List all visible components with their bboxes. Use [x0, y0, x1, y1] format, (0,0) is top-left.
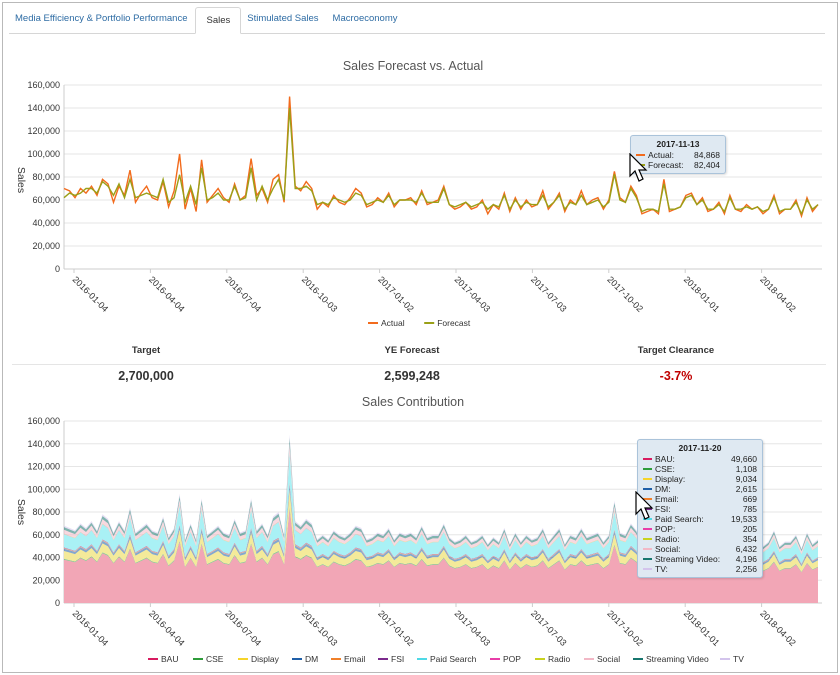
tooltip-series-value: 1,108	[735, 464, 757, 474]
tab-macroeconomy[interactable]: Macroeconomy	[332, 13, 398, 24]
tooltip-swatch	[643, 518, 652, 520]
chart-title: Sales Forecast vs. Actual	[343, 59, 483, 73]
tooltip-series-name: Display:	[655, 474, 686, 484]
tooltip-swatch	[643, 548, 652, 550]
y-tick-label: 0	[55, 264, 60, 274]
tooltip-row: Paid Search: 19,533	[643, 514, 757, 524]
series-line-actual	[63, 96, 819, 219]
mouse-pointer-icon	[635, 491, 654, 520]
series-line-forecast	[63, 107, 819, 216]
kpi-divider	[12, 364, 826, 365]
x-tick-label: 2016-01-04	[71, 274, 111, 314]
tooltip-series-name: TV:	[655, 564, 668, 574]
tooltip-date: 2017-11-13	[656, 139, 700, 149]
tooltip-series-name: Forecast:	[648, 160, 684, 170]
tab-sales[interactable]: Sales	[195, 7, 242, 34]
tooltip-series-name: BAU:	[655, 454, 675, 464]
tooltip-series-value: 2,256	[735, 564, 757, 574]
tooltip-series-name: Streaming Video:	[655, 554, 721, 564]
y-tick-label: 140,000	[27, 103, 60, 113]
y-tick-label: 120,000	[27, 126, 60, 136]
tooltip-series-name: Radio:	[655, 534, 680, 544]
tab-media-efficiency[interactable]: Media Efficiency & Portfolio Performance	[15, 13, 188, 24]
ye-forecast-value: 2,599,248	[384, 369, 440, 383]
tooltip-row: Streaming Video: 4,196	[643, 554, 757, 564]
tooltip-series-value: 669	[742, 494, 757, 504]
x-tick-label: 2016-04-04	[147, 274, 187, 314]
tooltip-date: 2017-11-20	[678, 443, 722, 453]
tooltip-series-value: 4,196	[735, 554, 757, 564]
tooltip-series-name: Social:	[655, 544, 681, 554]
legend-label: Actual	[381, 318, 405, 328]
tooltip-swatch	[643, 468, 652, 470]
target-value: 2,700,000	[118, 369, 174, 383]
tooltip-series-name: DM:	[655, 484, 671, 494]
contribution-tooltip: 2017-11-20 BAU: 49,660 CSE: 1,108 Display: 9,…	[637, 439, 763, 578]
tooltip-series-value: 785	[742, 504, 757, 514]
tooltip-series-value: 205	[742, 524, 757, 534]
tooltip-swatch	[643, 538, 652, 540]
tooltip-row: TV: 2,256	[643, 564, 757, 574]
tab-stimulated-sales[interactable]: Stimulated Sales	[247, 13, 319, 24]
target-clearance-label: Target Clearance	[637, 345, 715, 356]
x-tick-label: 2016-07-04	[223, 274, 263, 314]
tooltip-series-value: 82,404	[694, 160, 720, 170]
tooltip-series-value: 6,432	[735, 544, 757, 554]
x-tick-label: 2018-01-01	[682, 274, 722, 314]
tooltip-swatch	[643, 558, 652, 560]
tooltip-row: Email: 669	[643, 494, 757, 504]
tooltip-swatch	[643, 568, 652, 570]
tooltip-row: FSI: 785	[643, 504, 757, 514]
x-tick-label: 2018-04-02	[758, 274, 798, 314]
tooltip-series-value: 354	[742, 534, 757, 544]
tooltip-swatch	[643, 488, 652, 490]
x-tick-label: 2017-04-03	[453, 274, 493, 314]
forecast-vs-actual-chart: Sales Forecast vs. Actual Sales 0 20,000 4…	[15, 59, 822, 328]
tooltip-series-name: POP:	[655, 524, 676, 534]
tooltip-series-name: CSE:	[655, 464, 675, 474]
tooltip-series-value: 49,660	[731, 454, 757, 464]
tooltip-series-value: 9,034	[735, 474, 757, 484]
tooltip-row: BAU: 49,660	[643, 454, 757, 464]
legend-label: Forecast	[437, 318, 471, 328]
tooltip-row: CSE: 1,108	[643, 464, 757, 474]
tooltip-row: Social: 6,432	[643, 544, 757, 554]
x-tick-label: 2016-10-03	[300, 274, 340, 314]
y-tick-label: 100,000	[27, 149, 60, 159]
mouse-pointer-icon	[629, 153, 648, 182]
y-tick-label: 20,000	[32, 241, 60, 251]
tooltip-series-value: 2,615	[735, 484, 757, 494]
target-clearance-value: -3.7%	[659, 369, 693, 383]
x-tick-label: 2017-07-03	[529, 274, 569, 314]
tooltip-swatch	[643, 478, 652, 480]
tooltip-series-name: Paid Search:	[655, 514, 704, 524]
tooltip-swatch	[643, 528, 652, 530]
y-tick-label: 80,000	[32, 172, 60, 182]
y-axis-label: Sales	[15, 167, 27, 193]
y-tick-label: 160,000	[27, 80, 60, 90]
tooltip-swatch	[643, 508, 652, 510]
ye-forecast-label: YE Forecast	[384, 345, 440, 356]
x-tick-label: 2017-10-02	[605, 274, 645, 314]
target-label: Target	[131, 345, 161, 356]
tooltip-series-name: Actual:	[648, 150, 674, 160]
tooltip-series-value: 84,868	[694, 150, 720, 160]
tooltip-series-value: 19,533	[731, 514, 757, 524]
tooltip-row: Radio: 354	[643, 534, 757, 544]
tooltip-row: Actual: 84,868	[636, 150, 720, 160]
tooltip-series-name: FSI:	[655, 504, 671, 514]
tooltip-row: DM: 2,615	[643, 484, 757, 494]
y-tick-label: 60,000	[32, 195, 60, 205]
tooltip-series-name: Email:	[655, 494, 679, 504]
tooltip-swatch	[636, 154, 645, 156]
tooltip-swatch	[643, 498, 652, 500]
tab-bar: Media Efficiency & Portfolio Performance…	[9, 7, 825, 34]
y-tick-label: 40,000	[32, 218, 60, 228]
tooltip-row: POP: 205	[643, 524, 757, 534]
x-tick-label: 2017-01-02	[376, 274, 416, 314]
tooltip-swatch	[643, 458, 652, 460]
tooltip-row: Display: 9,034	[643, 474, 757, 484]
